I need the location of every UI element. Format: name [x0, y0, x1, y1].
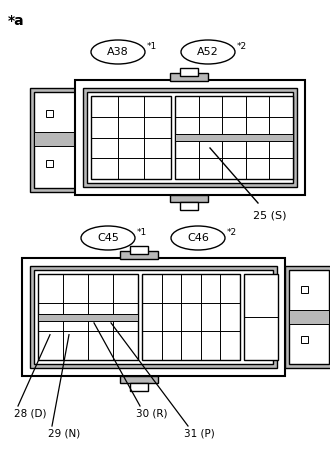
Text: A52: A52 [197, 47, 219, 57]
Bar [38, 314, 138, 321]
Bar [30, 88, 80, 192]
Text: C46: C46 [187, 233, 209, 243]
Bar [30, 266, 277, 368]
Bar [289, 310, 329, 324]
Bar [130, 246, 148, 254]
Bar [244, 274, 278, 360]
Bar [142, 274, 240, 360]
Ellipse shape [91, 40, 145, 64]
Bar [46, 160, 53, 167]
Bar [301, 286, 308, 293]
Text: 30 (R): 30 (R) [136, 408, 168, 418]
Text: *1: *1 [147, 42, 157, 51]
Bar [120, 251, 158, 259]
Bar [130, 383, 148, 391]
Bar [170, 195, 208, 202]
Bar [175, 134, 293, 141]
Text: A38: A38 [107, 47, 129, 57]
Bar [38, 274, 138, 360]
Bar [22, 258, 285, 376]
Text: 25 (S): 25 (S) [253, 211, 286, 221]
Text: 29 (N): 29 (N) [48, 428, 80, 438]
Bar [34, 270, 273, 364]
Text: *1: *1 [137, 228, 147, 237]
Ellipse shape [171, 226, 225, 250]
Bar [285, 266, 330, 368]
Ellipse shape [81, 226, 135, 250]
Bar [34, 92, 76, 188]
Text: *a: *a [8, 14, 25, 28]
Text: C45: C45 [97, 233, 119, 243]
Bar [34, 132, 76, 146]
Ellipse shape [181, 40, 235, 64]
Bar [170, 73, 208, 81]
Bar [75, 80, 305, 195]
Bar [180, 68, 198, 76]
Text: 28 (D): 28 (D) [14, 408, 47, 418]
Bar [120, 376, 158, 383]
Text: *2: *2 [237, 42, 247, 51]
Text: *2: *2 [227, 228, 237, 237]
Text: 31 (P): 31 (P) [184, 428, 215, 438]
Bar [91, 96, 171, 179]
Bar [83, 88, 297, 187]
Bar [175, 96, 293, 179]
Bar [289, 270, 329, 364]
Bar [180, 202, 198, 210]
Bar [301, 336, 308, 343]
Bar [87, 92, 293, 183]
Bar [46, 110, 53, 117]
